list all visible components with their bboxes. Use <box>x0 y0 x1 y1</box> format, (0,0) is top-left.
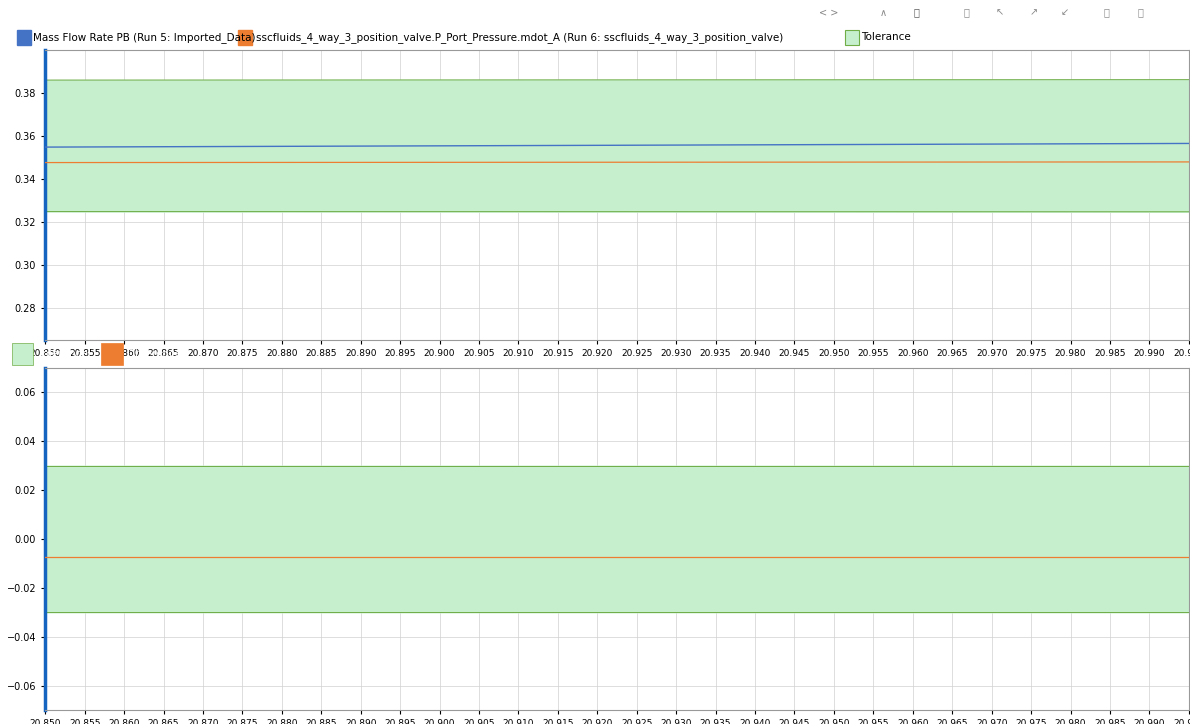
Text: ∧: ∧ <box>879 7 887 17</box>
FancyBboxPatch shape <box>845 30 859 45</box>
Text: ⬛: ⬛ <box>1138 7 1142 17</box>
Text: ↖: ↖ <box>996 7 1003 17</box>
FancyBboxPatch shape <box>17 30 31 45</box>
Text: sscfluids_4_way_3_position_valve.P_Port_Pressure.mdot_A (Run 6: sscfluids_4_way_: sscfluids_4_way_3_position_valve.P_Port_… <box>256 32 783 43</box>
Text: Tolerance: Tolerance <box>862 33 912 43</box>
Text: Tolerance: Tolerance <box>38 349 88 359</box>
Text: < >: < > <box>819 7 838 17</box>
Text: ↙: ↙ <box>1061 7 1069 17</box>
FancyBboxPatch shape <box>238 30 252 45</box>
FancyBboxPatch shape <box>101 342 123 365</box>
Text: ⬜: ⬜ <box>964 7 969 17</box>
Text: ↗: ↗ <box>1031 7 1038 17</box>
Text: Mass Flow Rate PB (Run 5: Imported_Data): Mass Flow Rate PB (Run 5: Imported_Data) <box>33 32 256 43</box>
Text: Difference: Difference <box>127 349 181 359</box>
Text: 📷: 📷 <box>1104 7 1109 17</box>
Text: 🔍: 🔍 <box>914 7 919 17</box>
FancyBboxPatch shape <box>12 342 33 365</box>
